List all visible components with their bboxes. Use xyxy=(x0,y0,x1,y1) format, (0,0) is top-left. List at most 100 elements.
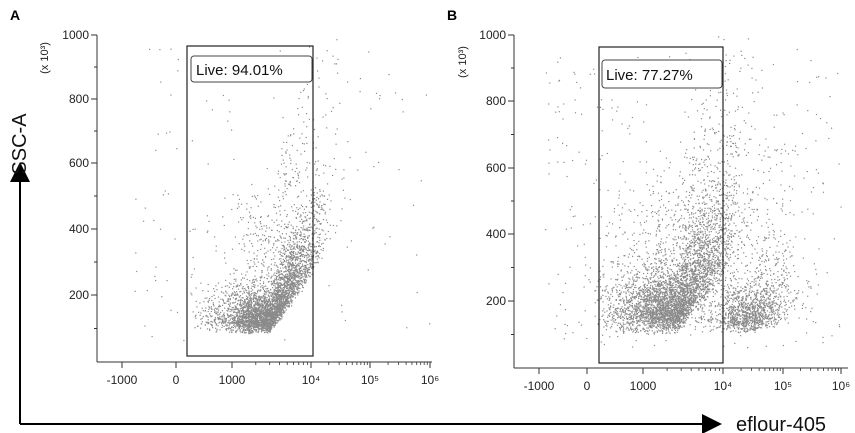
panel-a-event-point xyxy=(282,258,284,261)
panel-a-event-point xyxy=(235,298,237,300)
panel-a-event-point xyxy=(206,297,208,299)
panel-a-event-point xyxy=(288,280,290,283)
panel-a-event-point xyxy=(294,290,296,293)
panel-a-event-point xyxy=(269,327,271,330)
panel-a-event-point xyxy=(298,171,301,173)
panel-a-event-point xyxy=(238,243,240,245)
panel-a-event-point xyxy=(292,285,295,287)
panel-a-event-point xyxy=(247,292,249,294)
panel-a-event-point xyxy=(269,329,271,332)
panel-a-event-point xyxy=(297,264,299,267)
panel-a-event-point xyxy=(274,285,276,287)
panel-a-event-point xyxy=(240,290,242,293)
panel-a-letter: A xyxy=(10,7,20,23)
panel-a-event-point xyxy=(278,305,280,307)
panel-a-event-point xyxy=(266,329,268,331)
panel-a-event-point xyxy=(297,270,299,272)
panel-a-event-point xyxy=(286,214,288,216)
panel-a-event-point xyxy=(313,192,315,194)
panel-a-event-point xyxy=(249,330,251,332)
panel-a-event-point xyxy=(276,265,278,267)
panel-b-event-point xyxy=(676,323,679,325)
panel-a-event-point xyxy=(252,325,254,327)
panel-a-event-point xyxy=(300,232,302,234)
panel-a-event-point xyxy=(279,177,281,179)
panel-a-event-point xyxy=(274,278,276,280)
panel-b-event-point xyxy=(743,120,745,122)
panel-a-event-point xyxy=(302,273,304,275)
panel-a-event-point xyxy=(295,262,297,264)
panel-a-event-point xyxy=(275,314,278,316)
panel-a-event-point xyxy=(217,325,219,327)
panel-a-event-point xyxy=(297,289,299,291)
panel-a-event-point xyxy=(253,252,255,254)
panel-a-event-point xyxy=(255,306,257,308)
panel-a-event-point xyxy=(271,302,273,304)
panel-a-event-point xyxy=(298,258,300,260)
panel-a-event-point xyxy=(257,308,259,310)
panel-a-event-point xyxy=(303,121,305,123)
panel-a-event-point xyxy=(298,229,300,231)
panel-a-event-point xyxy=(207,301,209,303)
panel-b-event-point xyxy=(692,282,694,284)
panel-b-event-point xyxy=(704,215,706,218)
panel-a-event-point xyxy=(273,316,275,318)
panel-a-event-point xyxy=(252,308,254,310)
panel-a-event-point xyxy=(288,249,290,251)
panel-a-event-point xyxy=(289,258,291,260)
panel-a-event-point xyxy=(287,265,290,268)
panel-a-event-point xyxy=(290,277,293,279)
panel-a-event-point xyxy=(238,319,240,321)
panel-a-event-point xyxy=(276,283,278,285)
panel-a-event-point xyxy=(240,298,242,300)
panel-a-event-point xyxy=(319,245,321,248)
panel-a-event-point xyxy=(265,325,267,327)
panel-a-event-point xyxy=(276,311,278,314)
panel-a-event-point xyxy=(269,327,272,329)
panel-a-event-point xyxy=(255,330,257,332)
panel-a-event-point xyxy=(272,317,274,319)
panel-a-event-point xyxy=(307,250,309,252)
panel-a-event-point xyxy=(305,169,307,171)
panel-a-event-point xyxy=(259,308,261,310)
panel-a-event-point xyxy=(290,291,292,293)
panel-a-event-point xyxy=(283,298,285,300)
panel-a-event-point xyxy=(271,282,273,284)
panel-a-event-point xyxy=(292,292,294,294)
panel-a-event-point xyxy=(254,270,256,272)
panel-a-event-point xyxy=(251,311,253,313)
panel-a-event-point xyxy=(265,288,267,290)
panel-a-event-point xyxy=(284,191,286,193)
panel-a-event-point xyxy=(233,291,235,293)
panel-a-event-point xyxy=(296,207,298,209)
panel-b-event-point xyxy=(694,266,696,269)
panel-a-event-point xyxy=(252,318,254,320)
panel-a-event-point xyxy=(277,293,279,295)
panel-a-event-point xyxy=(412,204,415,206)
panel-a-event-point xyxy=(256,290,259,292)
panel-b-event-point xyxy=(740,67,742,69)
panel-a-event-point xyxy=(302,238,304,240)
panel-a-event-point xyxy=(258,308,260,310)
panel-a-event-point xyxy=(347,141,349,143)
panel-a-event-point xyxy=(280,314,282,316)
panel-b-x-tick-label: -1000 xyxy=(524,379,555,393)
panel-a-event-point xyxy=(284,288,286,290)
panel-a-event-point xyxy=(239,314,241,316)
panel-b-event-point xyxy=(741,221,743,224)
panel-a-event-point xyxy=(270,307,272,309)
panel-a-event-point xyxy=(237,319,239,321)
panel-a-event-point xyxy=(243,324,245,326)
panel-a-event-point xyxy=(277,284,279,286)
panel-a-event-point xyxy=(274,298,276,300)
panel-a-event-point xyxy=(279,301,281,303)
panel-a-event-point xyxy=(259,323,261,325)
panel-a-event-point xyxy=(254,326,256,329)
panel-b-event-point xyxy=(713,240,716,242)
panel-a-event-point xyxy=(273,307,275,309)
panel-a-event-point xyxy=(310,246,312,248)
panel-a-event-point xyxy=(213,305,215,307)
panel-a-event-point xyxy=(248,315,250,317)
panel-a-y-tick-label: 200 xyxy=(69,288,89,302)
panel-a-event-point xyxy=(214,320,216,322)
